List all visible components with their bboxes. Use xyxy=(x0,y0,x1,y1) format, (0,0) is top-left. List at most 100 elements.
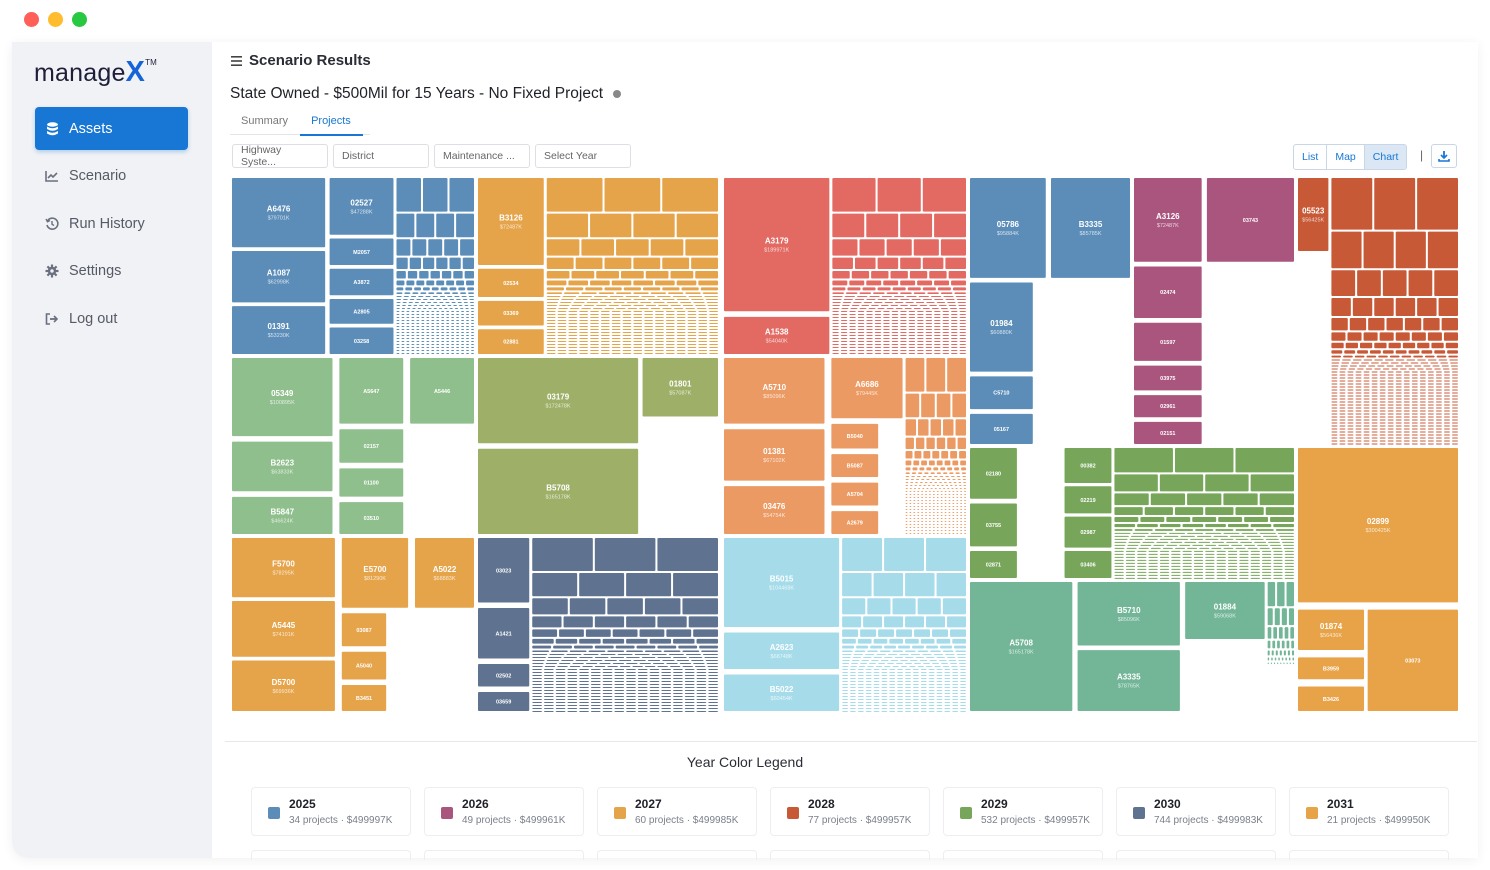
treemap-cell[interactable] xyxy=(913,505,916,507)
treemap-cell[interactable] xyxy=(579,677,589,679)
treemap-cell[interactable] xyxy=(532,671,542,673)
treemap-cell[interactable] xyxy=(425,295,431,297)
treemap-cell[interactable] xyxy=(406,328,410,330)
treemap-cell[interactable] xyxy=(915,656,925,658)
treemap-cell[interactable] xyxy=(532,538,593,571)
treemap-cell[interactable] xyxy=(436,310,440,312)
treemap-cell[interactable] xyxy=(940,645,953,649)
treemap-cell[interactable] xyxy=(948,511,951,513)
treemap-cell[interactable] xyxy=(653,301,665,303)
treemap-cell[interactable] xyxy=(1395,365,1403,367)
treemap-cell[interactable] xyxy=(831,454,879,478)
treemap-cell[interactable] xyxy=(933,475,938,477)
treemap-cell[interactable] xyxy=(866,313,873,315)
treemap-cell[interactable] xyxy=(451,340,455,342)
treemap-cell[interactable] xyxy=(1411,401,1418,403)
treemap-cell[interactable] xyxy=(657,538,718,571)
treemap-cell[interactable] xyxy=(546,349,556,351)
treemap-cell[interactable] xyxy=(1290,627,1294,639)
treemap-cell[interactable] xyxy=(696,638,718,644)
treemap-cell[interactable] xyxy=(956,511,959,513)
treemap-cell[interactable] xyxy=(1114,562,1124,564)
treemap-cell[interactable] xyxy=(626,695,636,697)
treemap-cell[interactable] xyxy=(917,313,924,315)
treemap-cell[interactable] xyxy=(865,707,872,709)
treemap-cell[interactable] xyxy=(920,710,927,712)
treemap-cell[interactable] xyxy=(892,598,916,615)
treemap-cell[interactable] xyxy=(456,298,461,300)
treemap-cell[interactable] xyxy=(557,313,567,315)
treemap-cell[interactable] xyxy=(676,343,686,345)
treemap-cell[interactable] xyxy=(567,668,578,670)
treemap-cell[interactable] xyxy=(952,677,959,679)
treemap-cell[interactable] xyxy=(1216,577,1226,579)
treemap-cell[interactable] xyxy=(889,638,904,644)
treemap-cell[interactable] xyxy=(1199,547,1210,549)
treemap-cell[interactable] xyxy=(842,616,862,628)
treemap-cell[interactable] xyxy=(661,668,672,670)
treemap-cell[interactable] xyxy=(849,349,856,351)
list-view-button[interactable]: List xyxy=(1294,145,1328,169)
treemap-cell[interactable] xyxy=(908,334,916,336)
treemap-cell[interactable] xyxy=(1347,401,1354,403)
treemap-cell[interactable] xyxy=(232,496,333,534)
treemap-cell[interactable] xyxy=(914,484,917,486)
treemap-cell[interactable] xyxy=(396,239,411,256)
treemap-cell[interactable] xyxy=(687,334,697,336)
treemap-cell[interactable] xyxy=(840,334,848,336)
treemap-cell[interactable] xyxy=(1443,440,1450,442)
treemap-cell[interactable] xyxy=(649,638,672,644)
treemap-cell[interactable] xyxy=(447,295,453,297)
treemap-cell[interactable] xyxy=(532,674,542,676)
treemap-cell[interactable] xyxy=(952,532,955,534)
treemap-cell[interactable] xyxy=(1379,413,1386,415)
treemap-cell[interactable] xyxy=(461,337,465,339)
treemap-cell[interactable] xyxy=(696,668,707,670)
treemap-cell[interactable] xyxy=(951,316,958,318)
treemap-cell[interactable] xyxy=(917,346,924,348)
treemap-cell[interactable] xyxy=(1363,389,1370,391)
treemap-cell[interactable] xyxy=(854,257,876,269)
treemap-cell[interactable] xyxy=(1227,559,1238,561)
treemap-cell[interactable] xyxy=(1435,419,1442,421)
treemap-cell[interactable] xyxy=(1339,386,1346,388)
treemap-cell[interactable] xyxy=(655,319,664,321)
treemap-cell[interactable] xyxy=(879,650,891,652)
treemap-cell[interactable] xyxy=(920,707,927,709)
treemap-cell[interactable] xyxy=(1331,270,1356,296)
treemap-cell[interactable] xyxy=(426,334,430,336)
treemap-cell[interactable] xyxy=(905,490,908,492)
treemap-cell[interactable] xyxy=(889,671,896,673)
treemap-cell[interactable] xyxy=(928,674,935,676)
treemap-cell[interactable] xyxy=(932,520,935,522)
treemap-cell[interactable] xyxy=(411,319,415,321)
treemap-cell[interactable] xyxy=(1355,392,1362,394)
treemap-cell[interactable] xyxy=(897,686,904,688)
treemap-cell[interactable] xyxy=(665,343,675,345)
treemap-cell[interactable] xyxy=(1331,437,1338,439)
treemap-cell[interactable] xyxy=(551,650,568,652)
treemap-cell[interactable] xyxy=(909,496,912,498)
treemap-cell[interactable] xyxy=(614,674,625,676)
treemap-cell[interactable] xyxy=(655,340,664,342)
treemap-cell[interactable] xyxy=(1363,383,1370,385)
treemap-cell[interactable] xyxy=(940,292,953,294)
treemap-cell[interactable] xyxy=(430,304,435,306)
treemap-cell[interactable] xyxy=(1235,529,1254,531)
treemap-cell[interactable] xyxy=(401,331,405,333)
treemap-cell[interactable] xyxy=(1114,553,1124,555)
treemap-cell[interactable] xyxy=(1195,529,1214,531)
treemap-cell[interactable] xyxy=(626,710,636,712)
treemap-cell[interactable] xyxy=(943,419,954,436)
treemap-cell[interactable] xyxy=(959,450,966,459)
treemap-cell[interactable] xyxy=(1371,386,1378,388)
treemap-cell[interactable] xyxy=(1355,413,1362,415)
treemap-cell[interactable] xyxy=(555,698,566,700)
treemap-cell[interactable] xyxy=(918,419,929,436)
treemap-cell[interactable] xyxy=(1443,443,1450,445)
treemap-cell[interactable] xyxy=(1267,662,1269,665)
treemap-cell[interactable] xyxy=(670,304,681,306)
treemap-cell[interactable] xyxy=(590,695,601,697)
treemap-cell[interactable] xyxy=(555,671,566,673)
treemap-cell[interactable] xyxy=(874,340,882,342)
